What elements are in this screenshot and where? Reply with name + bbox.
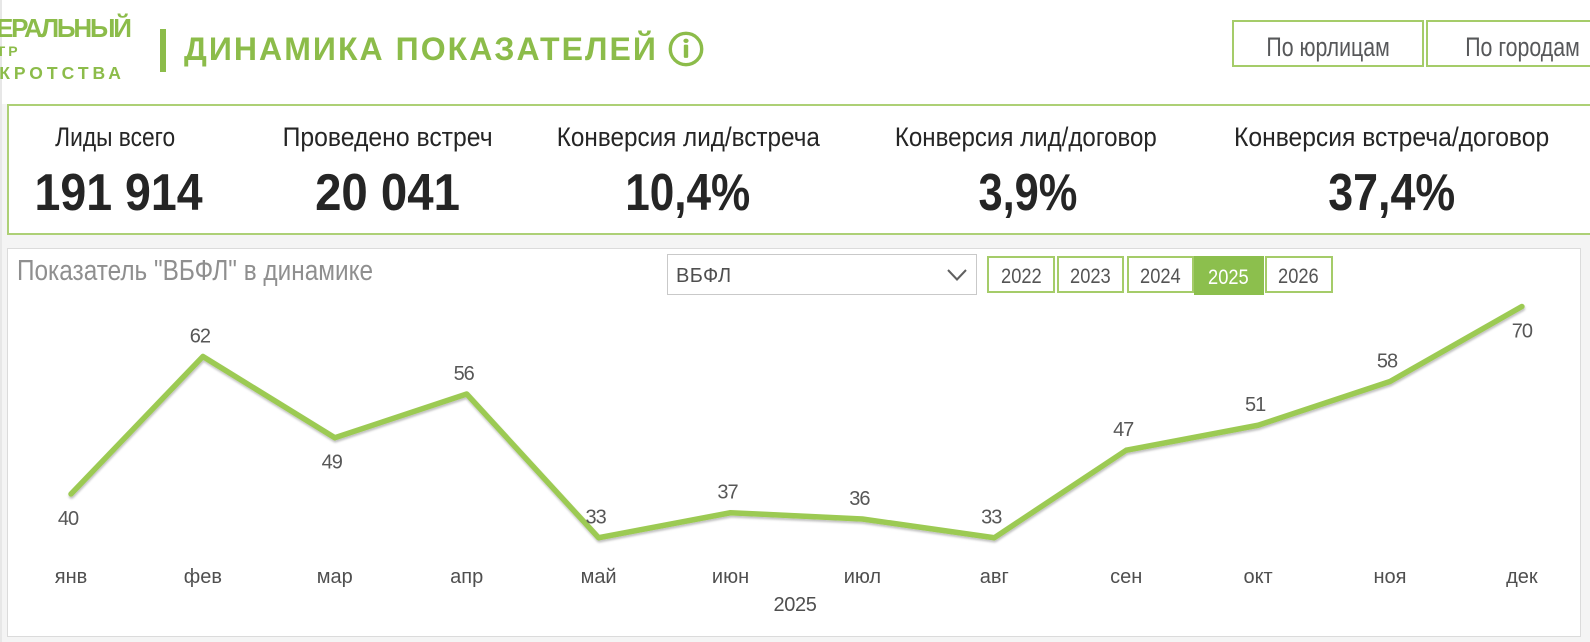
svg-text:2025: 2025	[774, 594, 817, 616]
svg-text:апр: апр	[450, 566, 483, 588]
svg-text:янв: янв	[55, 566, 88, 588]
svg-text:июл: июл	[844, 566, 881, 588]
svg-text:36: 36	[849, 488, 870, 510]
svg-text:70: 70	[1512, 321, 1533, 343]
svg-text:56: 56	[454, 363, 475, 385]
svg-text:фев: фев	[184, 566, 222, 588]
svg-text:ноя: ноя	[1374, 566, 1407, 588]
svg-text:май: май	[581, 566, 617, 588]
svg-text:мар: мар	[317, 566, 353, 588]
svg-text:49: 49	[322, 452, 343, 474]
svg-text:сен: сен	[1110, 566, 1142, 588]
svg-text:62: 62	[190, 326, 211, 348]
svg-text:40: 40	[58, 508, 79, 530]
svg-text:дек: дек	[1506, 566, 1538, 588]
svg-text:авг: авг	[980, 566, 1009, 588]
svg-text:51: 51	[1245, 394, 1266, 416]
svg-text:33: 33	[585, 507, 606, 529]
svg-text:37: 37	[717, 482, 738, 504]
svg-text:47: 47	[1113, 419, 1134, 441]
svg-text:июн: июн	[712, 566, 749, 588]
svg-text:окт: окт	[1243, 566, 1272, 588]
svg-text:33: 33	[981, 507, 1002, 529]
svg-text:58: 58	[1377, 351, 1398, 373]
